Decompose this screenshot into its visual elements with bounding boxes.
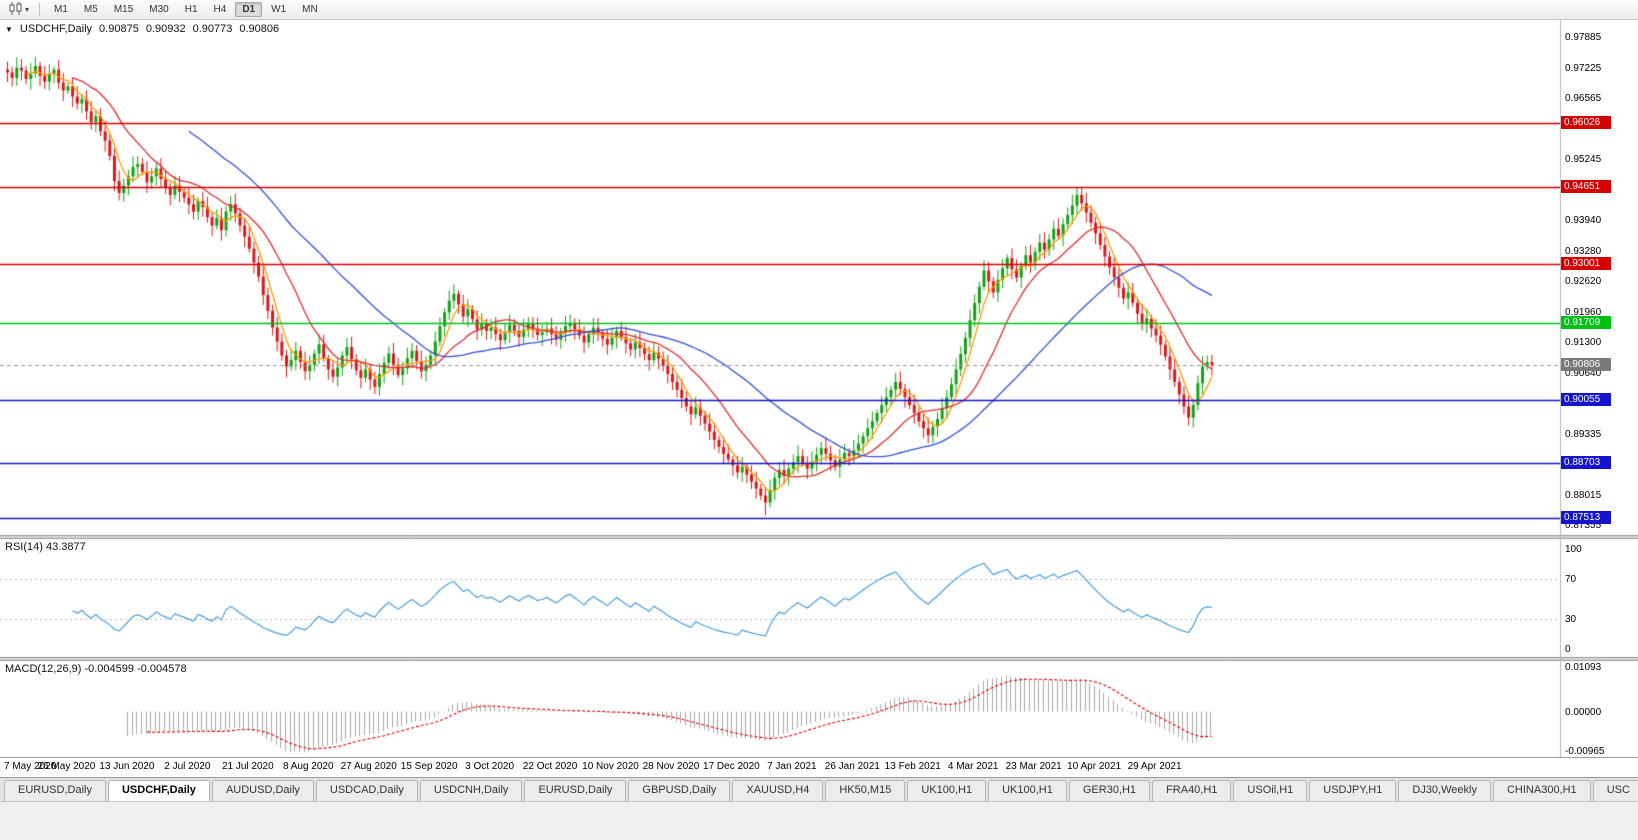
chevron-down-icon: ▾ bbox=[25, 4, 30, 14]
time-axis-label: 26 May 2020 bbox=[37, 761, 96, 772]
price-level-tag[interactable]: 0.87513 bbox=[1561, 511, 1611, 525]
chart-tab-USDCNH-Daily[interactable]: USDCNH,Daily bbox=[419, 780, 523, 801]
time-axis-label: 8 Aug 2020 bbox=[282, 761, 334, 772]
price-level-tag[interactable]: 0.96026 bbox=[1561, 116, 1611, 130]
time-axis-label: 7 Jan 2021 bbox=[767, 761, 817, 772]
chart-tab-USOil-H1[interactable]: USOil,H1 bbox=[1233, 780, 1308, 801]
timeframe-button-D1[interactable]: D1 bbox=[235, 2, 263, 17]
timeframe-button-H4[interactable]: H4 bbox=[207, 2, 234, 17]
chart-title-overlay: ▼ USDCHF,Daily 0.90875 0.90932 0.90773 0… bbox=[5, 23, 279, 35]
macd-axis-tick: 0.00000 bbox=[1565, 706, 1602, 718]
time-axis-label: 23 Mar 2021 bbox=[1005, 761, 1062, 772]
price-axis-tick: 0.96565 bbox=[1565, 93, 1602, 105]
price-level-tag[interactable]: 0.88703 bbox=[1561, 455, 1611, 469]
chart-type-button[interactable]: ▾ bbox=[4, 0, 33, 20]
chart-tab-XAUUSD-H4[interactable]: XAUUSD,H4 bbox=[732, 780, 824, 801]
chart-tab-USDCHF-Daily[interactable]: USDCHF,Daily bbox=[107, 780, 210, 801]
price-axis-tick: 0.93940 bbox=[1565, 214, 1602, 226]
macd-indicator-label: MACD(12,26,9) -0.004599 -0.004578 bbox=[5, 663, 187, 675]
ohlc-open: 0.90875 bbox=[99, 23, 139, 35]
rsi-axis-tick: 100 bbox=[1565, 544, 1582, 555]
time-axis-label: 28 Nov 2020 bbox=[642, 761, 700, 772]
chart-tab-EURUSD-Daily[interactable]: EURUSD,Daily bbox=[4, 780, 106, 801]
chart-tab-AUDUSD-Daily[interactable]: AUDUSD,Daily bbox=[211, 780, 314, 801]
timeframe-button-W1[interactable]: W1 bbox=[264, 2, 293, 17]
price-axis-tick: 0.91960 bbox=[1565, 306, 1602, 318]
chart-tab-USDJPY-H1[interactable]: USDJPY,H1 bbox=[1309, 780, 1397, 801]
top-toolbar: ▾ M1 M5 M15 M30 H1 H4 D1 W1 MN bbox=[0, 0, 1638, 20]
time-axis-label: 26 Jan 2021 bbox=[824, 761, 880, 772]
time-axis-label: 13 Feb 2021 bbox=[884, 761, 941, 772]
timeframe-button-M30[interactable]: M30 bbox=[142, 2, 175, 17]
rsi-indicator-label: RSI(14) 43.3877 bbox=[5, 541, 86, 553]
price-level-tag[interactable]: 0.93001 bbox=[1561, 256, 1611, 270]
chart-symbol-label: USDCHF,Daily bbox=[19, 23, 93, 35]
one-click-trading-toggle[interactable]: ▼ bbox=[5, 24, 13, 34]
price-axis-tick: 0.92620 bbox=[1565, 276, 1602, 288]
time-axis-label: 17 Dec 2020 bbox=[703, 761, 760, 772]
time-axis-label: 10 Apr 2021 bbox=[1067, 761, 1122, 772]
time-axis[interactable] bbox=[0, 757, 1638, 777]
timeframe-button-MN[interactable]: MN bbox=[295, 2, 325, 17]
candlestick-chart-icon bbox=[8, 1, 23, 18]
price-axis-tick: 0.93280 bbox=[1565, 245, 1602, 257]
time-axis-label: 10 Nov 2020 bbox=[582, 761, 639, 772]
price-axis-tick: 0.87355 bbox=[1565, 520, 1602, 532]
rsi-axis-tick: 70 bbox=[1565, 574, 1577, 585]
chart-tab-GBPUSD-Daily[interactable]: GBPUSD,Daily bbox=[628, 780, 731, 801]
rsi-axis-tick: 0 bbox=[1565, 644, 1571, 655]
chart-tab-GER30-H1[interactable]: GER30,H1 bbox=[1068, 780, 1151, 801]
chart-tab-DJ30-Weekly[interactable]: DJ30,Weekly bbox=[1398, 780, 1491, 801]
chart-tab-UK100-H1[interactable]: UK100,H1 bbox=[907, 780, 987, 801]
price-axis-tick: 0.97225 bbox=[1565, 62, 1602, 74]
time-axis-label: 22 Oct 2020 bbox=[522, 761, 578, 772]
price-axis-tick: 0.97885 bbox=[1565, 31, 1602, 43]
bottom-filler bbox=[0, 801, 1638, 840]
price-level-tag[interactable]: 0.90055 bbox=[1561, 393, 1611, 407]
chart-tab-EURUSD-Daily[interactable]: EURUSD,Daily bbox=[524, 780, 627, 801]
price-axis-tick: 0.95245 bbox=[1565, 154, 1602, 166]
timeframe-button-M15[interactable]: M15 bbox=[107, 2, 140, 17]
time-axis-label: 15 Sep 2020 bbox=[400, 761, 458, 772]
current-price-tag: 0.90806 bbox=[1561, 358, 1611, 372]
price-axis-tick: 0.89335 bbox=[1565, 428, 1602, 440]
price-level-tag[interactable]: 0.91709 bbox=[1561, 316, 1611, 330]
price-axis-tick: 0.90640 bbox=[1565, 368, 1602, 380]
chart-tab-FRA40-H1[interactable]: FRA40,H1 bbox=[1152, 780, 1232, 801]
time-axis-label: 2 Jul 2020 bbox=[164, 761, 211, 772]
time-axis-label: 29 Apr 2021 bbox=[1127, 761, 1182, 772]
toolbar-separator bbox=[39, 3, 41, 16]
ohlc-high: 0.90932 bbox=[145, 23, 186, 35]
time-axis-label: 7 May 2020 bbox=[4, 761, 57, 772]
macd-axis-tick: 0.01093 bbox=[1565, 662, 1602, 673]
timeframe-toolbar: M1 M5 M15 M30 H1 H4 D1 W1 MN bbox=[46, 2, 326, 17]
price-level-tag[interactable]: 0.94651 bbox=[1561, 179, 1611, 193]
time-axis-label: 3 Oct 2020 bbox=[465, 761, 515, 772]
chart-tab-UK100-H1[interactable]: UK100,H1 bbox=[988, 780, 1067, 801]
price-axis-tick: 0.88015 bbox=[1565, 489, 1602, 501]
ohlc-close: 0.90806 bbox=[239, 23, 280, 35]
chart-tab-USC[interactable]: USC bbox=[1592, 780, 1638, 801]
chart-window: ▼ USDCHF,Daily 0.90875 0.90932 0.90773 0… bbox=[0, 20, 1638, 777]
time-axis-label: 27 Aug 2020 bbox=[340, 761, 397, 772]
time-axis-label: 21 Jul 2020 bbox=[221, 761, 274, 772]
chart-tab-bar: EURUSD,Daily USDCHF,Daily AUDUSD,Daily USDC… bbox=[0, 777, 1638, 801]
chart-tab-USDCAD-Daily[interactable]: USDCAD,Daily bbox=[315, 780, 418, 801]
macd-axis-tick: -0.00965 bbox=[1565, 746, 1605, 757]
timeframe-button-H1[interactable]: H1 bbox=[178, 2, 205, 17]
time-axis-label: 13 Jun 2020 bbox=[99, 761, 155, 772]
chart-tab-CHINA300-H1[interactable]: CHINA300,H1 bbox=[1492, 780, 1591, 801]
rsi-axis-tick: 30 bbox=[1565, 614, 1577, 625]
time-axis-label: 4 Mar 2021 bbox=[947, 761, 999, 772]
timeframe-button-M5[interactable]: M5 bbox=[77, 2, 105, 17]
ohlc-low: 0.90773 bbox=[192, 23, 233, 35]
price-axis-tick: 0.91300 bbox=[1565, 337, 1602, 349]
price-chart-canvas[interactable] bbox=[0, 20, 1638, 757]
timeframe-button-M1[interactable]: M1 bbox=[47, 2, 75, 17]
chart-tab-HK50-M15[interactable]: HK50,M15 bbox=[825, 780, 906, 801]
